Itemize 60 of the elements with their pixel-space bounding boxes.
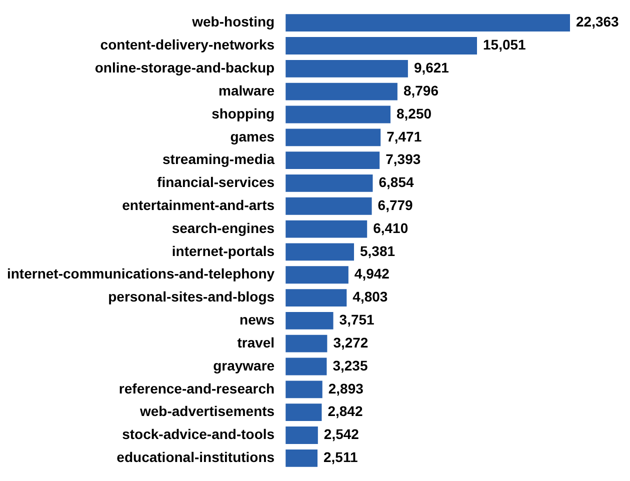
data-label: 22,363 [576,14,620,30]
data-label: 9,621 [414,60,450,76]
y-tick-label: stock-advice-and-tools [122,426,275,442]
bar [286,289,347,306]
bar [286,82,398,100]
y-tick-label: games [230,128,275,144]
bar [286,243,354,261]
y-tick-label: internet-portals [172,242,275,259]
bar [286,220,368,238]
y-tick-label: shopping [212,105,275,122]
y-tick-label: reference-and-research [118,380,275,396]
data-label: 8,796 [403,82,439,98]
y-tick-label: search-engines [172,220,275,236]
y-tick-label: internet-communications-and-telephony [6,266,275,282]
bar [286,358,327,376]
y-tick-label: personal-sites-and-blogs [108,288,275,305]
data-label: 6,854 [378,174,414,190]
bar [286,106,390,124]
bar [286,404,322,422]
bar [286,60,408,78]
data-label: 2,893 [328,380,364,396]
data-label: 2,511 [324,449,358,466]
y-tick-label: online-storage-and-backup [94,60,275,76]
bar [286,128,381,146]
y-tick-label: content-delivery-networks [100,36,275,53]
bar [286,380,322,398]
bar [286,334,328,352]
data-label: 15,051 [483,36,526,53]
y-tick-label: travel [237,334,275,350]
data-label: 7,471 [386,128,422,144]
data-label: 2,542 [324,426,360,442]
bar [286,37,477,54]
data-label: 4,942 [354,266,390,282]
bar [286,14,570,32]
y-tick-label: educational-institutions [116,449,275,466]
y-tick-label: streaming-media [162,151,275,168]
bar [286,312,334,330]
data-label: 3,235 [332,357,368,374]
bar [286,174,373,192]
data-label: 4,803 [352,288,388,305]
data-label: 8,250 [396,105,432,122]
y-tick-label: news [240,312,275,328]
y-tick-label: web-hosting [191,14,275,30]
bar [286,197,372,215]
data-label: 2,842 [328,403,363,420]
data-label: 5,381 [360,242,396,259]
data-label: 3,751 [339,312,375,328]
bar [286,266,348,284]
bar [286,426,318,444]
bar [286,449,318,467]
data-label: 6,779 [378,196,414,213]
data-label: 3,272 [333,334,368,350]
y-tick-label: grayware [213,357,275,374]
bar [286,152,380,170]
data-label: 7,393 [386,151,421,168]
y-tick-label: malware [218,82,275,98]
y-tick-label: web-advertisements [138,403,275,420]
y-tick-label: financial-services [157,174,275,190]
y-tick-label: entertainment-and-arts [122,196,275,213]
data-label: 6,410 [373,220,408,236]
